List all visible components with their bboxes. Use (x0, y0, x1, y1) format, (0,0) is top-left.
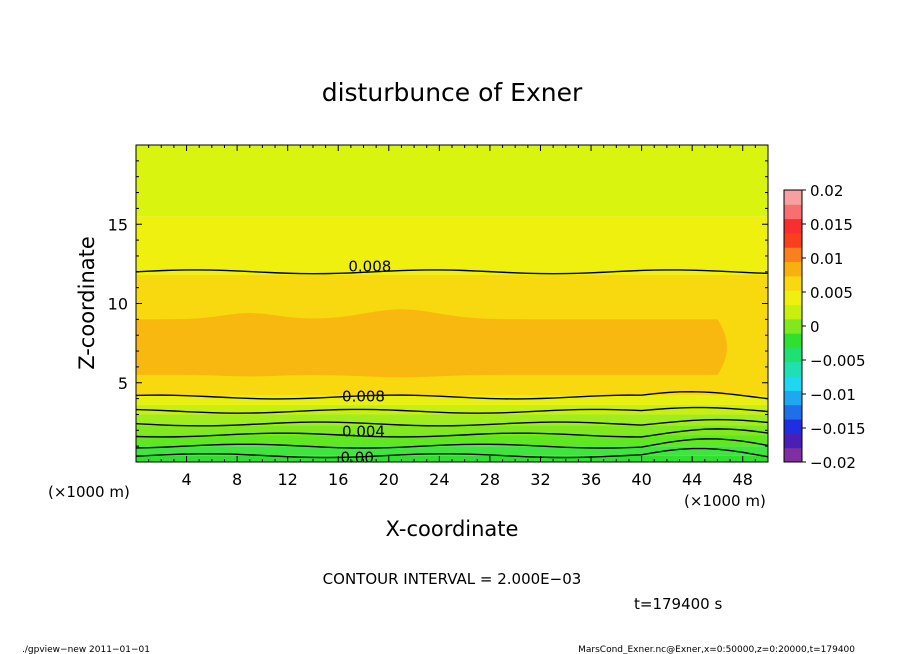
plot-area: 0.008 0.008 0.004 0.00 (136, 145, 768, 466)
colorbar-swatch (784, 261, 802, 277)
contour-line (136, 418, 768, 427)
y-tick-label: 5 (118, 374, 128, 393)
y-axis-label: Z-coordinate (75, 236, 99, 370)
contour-band (136, 395, 768, 405)
colorbar-swatch (784, 361, 802, 377)
colorbar-swatch (784, 404, 802, 420)
contour-line (136, 390, 768, 400)
contour-line (136, 406, 768, 414)
colorbar-swatch (784, 376, 802, 391)
x-axis-label: X-coordinate (386, 517, 519, 541)
colorbar-label: −0.01 (810, 386, 856, 404)
contour-label: 0.008 (348, 257, 391, 275)
colorbar-label: −0.02 (810, 454, 856, 472)
colorbar-swatch (784, 218, 802, 234)
x-tick-label: 20 (379, 470, 399, 489)
x-tick-label: 24 (429, 470, 449, 489)
x-tick-label: 8 (232, 470, 242, 489)
contour-band (136, 404, 768, 415)
colorbar-swatch (784, 304, 802, 320)
colorbar: 0.02 0.015 0.01 0.005 0 −0.005 −0.01 −0.015 −0.0… (783, 182, 866, 472)
x-unit-right: (×1000 m) (684, 492, 766, 510)
colorbar-swatch (784, 433, 802, 449)
contour-band (136, 414, 768, 426)
colorbar-label: 0.015 (810, 216, 853, 234)
time-text: t=179400 s (634, 595, 722, 613)
y-tick-label: 15 (108, 215, 128, 234)
x-axis: 4 8 12 16 20 24 28 32 36 40 44 48 (148, 145, 756, 489)
x-tick-label: 48 (733, 470, 753, 489)
contour-band (136, 446, 768, 456)
colorbar-swatch (784, 347, 802, 363)
contour-band (136, 425, 768, 436)
footer-left: ./gpview−new 2011−01−01 (22, 645, 150, 654)
colorbar-swatch (784, 447, 802, 463)
colorbar-swatch (784, 275, 802, 291)
contour-band (136, 455, 768, 462)
x-tick-label: 4 (181, 470, 191, 489)
colorbar-swatch (784, 390, 802, 406)
chart-title: disturbunce of Exner (322, 78, 583, 107)
x-unit-left: (×1000 m) (48, 483, 130, 501)
colorbar-label: −0.005 (810, 352, 866, 370)
contour-label: 0.00 (340, 448, 373, 466)
colorbar-swatch (784, 333, 802, 348)
contour-band (136, 435, 768, 447)
colorbar-swatch (784, 419, 802, 434)
y-axis: 5 10 15 (108, 160, 768, 447)
x-tick-label: 16 (328, 470, 348, 489)
colorbar-swatch (784, 318, 802, 334)
colorbar-swatch (784, 290, 802, 306)
colorbar-label: −0.015 (810, 420, 866, 438)
colorbar-swatch (784, 232, 802, 248)
colorbar-label: 0.02 (810, 182, 843, 200)
contour-line (136, 438, 768, 449)
x-tick-label: 32 (530, 470, 550, 489)
colorbar-label: 0.005 (810, 284, 853, 302)
contour-label: 0.004 (342, 422, 385, 440)
colorbar-label: 0 (810, 318, 820, 336)
colorbar-swatch (784, 204, 802, 220)
contour-line (136, 447, 768, 459)
contour-band (136, 145, 768, 217)
contour-line (136, 269, 768, 275)
footer-right: MarsCond_Exner.nc@Exner,x=0:50000,z=0:20… (578, 645, 855, 654)
contour-line (136, 428, 768, 438)
x-tick-label: 28 (480, 470, 500, 489)
contour-interval-text: CONTOUR INTERVAL = 2.000E−03 (323, 570, 582, 588)
x-tick-label: 44 (682, 470, 702, 489)
y-tick-label: 10 (108, 295, 128, 314)
contour-band (136, 216, 768, 275)
colorbar-swatch (784, 247, 802, 263)
x-tick-label: 40 (631, 470, 651, 489)
colorbar-label: 0.01 (810, 250, 843, 268)
colorbar-swatch (784, 190, 802, 205)
x-tick-label: 36 (581, 470, 601, 489)
x-tick-label: 12 (278, 470, 298, 489)
contour-label: 0.008 (342, 387, 385, 405)
core-region (136, 309, 727, 378)
